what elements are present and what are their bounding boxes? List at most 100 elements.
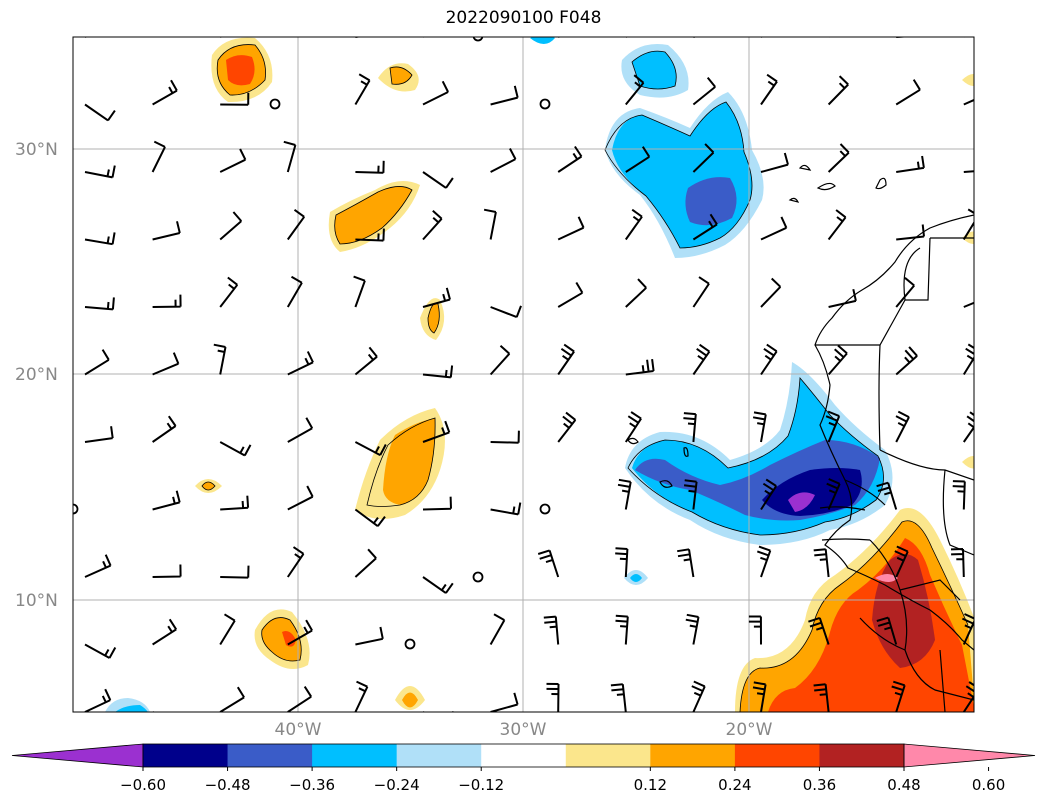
wind-barb-icon xyxy=(962,343,974,376)
wind-barb-icon xyxy=(827,344,848,376)
colorbar-tick-label: 0.48 xyxy=(887,776,920,794)
wind-barb-icon xyxy=(961,613,974,645)
colorbar-tick-label: 0.24 xyxy=(718,776,751,794)
wind-barb-icon xyxy=(891,680,906,712)
wind-barb-icon xyxy=(422,496,452,511)
calm-circle-icon xyxy=(539,503,551,515)
wind-barb-icon xyxy=(152,564,182,578)
wind-barb-icon xyxy=(760,73,778,106)
map-panel xyxy=(73,37,974,712)
wind-barb-icon xyxy=(683,412,697,443)
calm-circle-icon xyxy=(539,98,551,110)
colorbar-swatch xyxy=(819,744,905,767)
wind-barb-icon xyxy=(692,213,718,241)
wind-barb-icon xyxy=(896,224,925,241)
wind-barb-icon xyxy=(219,148,247,173)
wind-barb-icon xyxy=(537,549,560,578)
calm-circle-icon xyxy=(404,638,416,650)
colorbar-tick-label: −0.60 xyxy=(120,776,166,794)
wind-barb-icon xyxy=(962,681,974,712)
wind-barb-icon xyxy=(625,37,628,38)
wind-barb-icon xyxy=(84,554,112,578)
wind-barb-icon xyxy=(85,37,88,38)
colorbar-tick-label: 0.36 xyxy=(803,776,836,794)
wind-barb-icon xyxy=(422,420,451,443)
wind-barb-icon xyxy=(151,140,166,173)
colorbar-swatch xyxy=(565,744,651,767)
wind-barb-icon xyxy=(213,343,227,375)
wind-barb-icon xyxy=(808,616,830,645)
wind-barb-icon xyxy=(422,576,454,594)
wind-barb-icon xyxy=(693,37,697,38)
calm-circle-icon xyxy=(472,37,484,42)
wind-barb-icon xyxy=(490,430,520,444)
wind-barb-icon xyxy=(557,145,583,173)
wind-barb-icon xyxy=(557,343,575,376)
wind-barb-icon xyxy=(895,346,918,376)
wind-barb-icon xyxy=(84,232,116,246)
wind-barb-icon xyxy=(354,346,378,376)
wind-barb-icon xyxy=(354,441,387,456)
wind-barb-icon xyxy=(287,686,313,712)
wind-barb-icon xyxy=(422,171,454,189)
wind-barb-icon xyxy=(685,613,700,645)
wind-barb-icon xyxy=(483,208,497,240)
wind-barb-icon xyxy=(894,545,909,578)
wind-barb-icon xyxy=(355,160,385,174)
wind-barb-icon xyxy=(827,75,849,106)
wind-barb-icon xyxy=(760,343,778,376)
wind-barb-icon xyxy=(490,85,519,106)
wind-barb-icon xyxy=(827,143,850,173)
colorbar-tick-label: −0.24 xyxy=(374,776,420,794)
lon-label: 20°W xyxy=(726,720,773,740)
wind-barb-icon xyxy=(287,485,314,511)
wind-barb-icon xyxy=(962,208,974,241)
wind-barb-icon xyxy=(152,490,181,511)
wind-barb-icon xyxy=(287,351,314,376)
wind-barb-icon xyxy=(219,613,236,646)
wind-barb-icon xyxy=(625,146,651,173)
colorbar-swatch xyxy=(734,744,820,767)
wind-barb-icon xyxy=(422,287,451,308)
wind-barb-icon xyxy=(896,155,925,173)
wind-barb-icon xyxy=(963,98,974,106)
wind-barb-icon xyxy=(896,37,912,38)
colorbar-tick-label: 0.60 xyxy=(972,776,1005,794)
wind-barb-icon xyxy=(617,478,632,510)
wind-barb-icon xyxy=(84,165,116,179)
wind-barb-icon xyxy=(84,103,116,122)
wind-barb-icon xyxy=(490,148,517,173)
wind-barb-icon xyxy=(220,37,223,38)
wind-barb-icon xyxy=(84,426,114,443)
wind-barb-icon xyxy=(827,209,847,241)
wind-barb-icon xyxy=(152,294,182,308)
wind-barb-icon xyxy=(615,614,629,645)
colorbar-swatch xyxy=(650,744,736,767)
wind-barb-icon xyxy=(756,545,772,578)
wind-barb-icon xyxy=(220,92,250,106)
wind-barb-icon xyxy=(963,37,966,38)
wind-barb-icon xyxy=(489,613,506,645)
wind-barb-icon xyxy=(490,502,522,516)
colorbar-tick-label: −0.48 xyxy=(205,776,251,794)
wind-barb-layer xyxy=(84,37,974,712)
wind-barb-icon xyxy=(677,548,695,578)
wind-barb-icon xyxy=(813,683,830,712)
colorbar-extend-low xyxy=(11,743,144,768)
wind-barb-icon xyxy=(760,277,782,308)
wind-barb-icon xyxy=(557,281,584,308)
wind-barb-icon xyxy=(355,228,385,242)
wind-barb-icon xyxy=(287,37,289,38)
wind-barb-icon xyxy=(876,616,898,645)
wind-barb-icon xyxy=(825,410,841,443)
wind-barb-icon xyxy=(152,37,154,38)
wind-barb-icon xyxy=(692,76,716,106)
wind-barb-icon xyxy=(962,411,974,443)
wind-barb-icon xyxy=(950,548,965,578)
wind-barb-icon xyxy=(152,415,177,443)
wind-barb-icon xyxy=(422,365,454,379)
colorbar-tick-label: −0.12 xyxy=(458,776,504,794)
wind-barb-icon xyxy=(219,276,239,308)
wind-barb-icon xyxy=(286,275,303,308)
wind-barb-icon xyxy=(423,37,425,38)
